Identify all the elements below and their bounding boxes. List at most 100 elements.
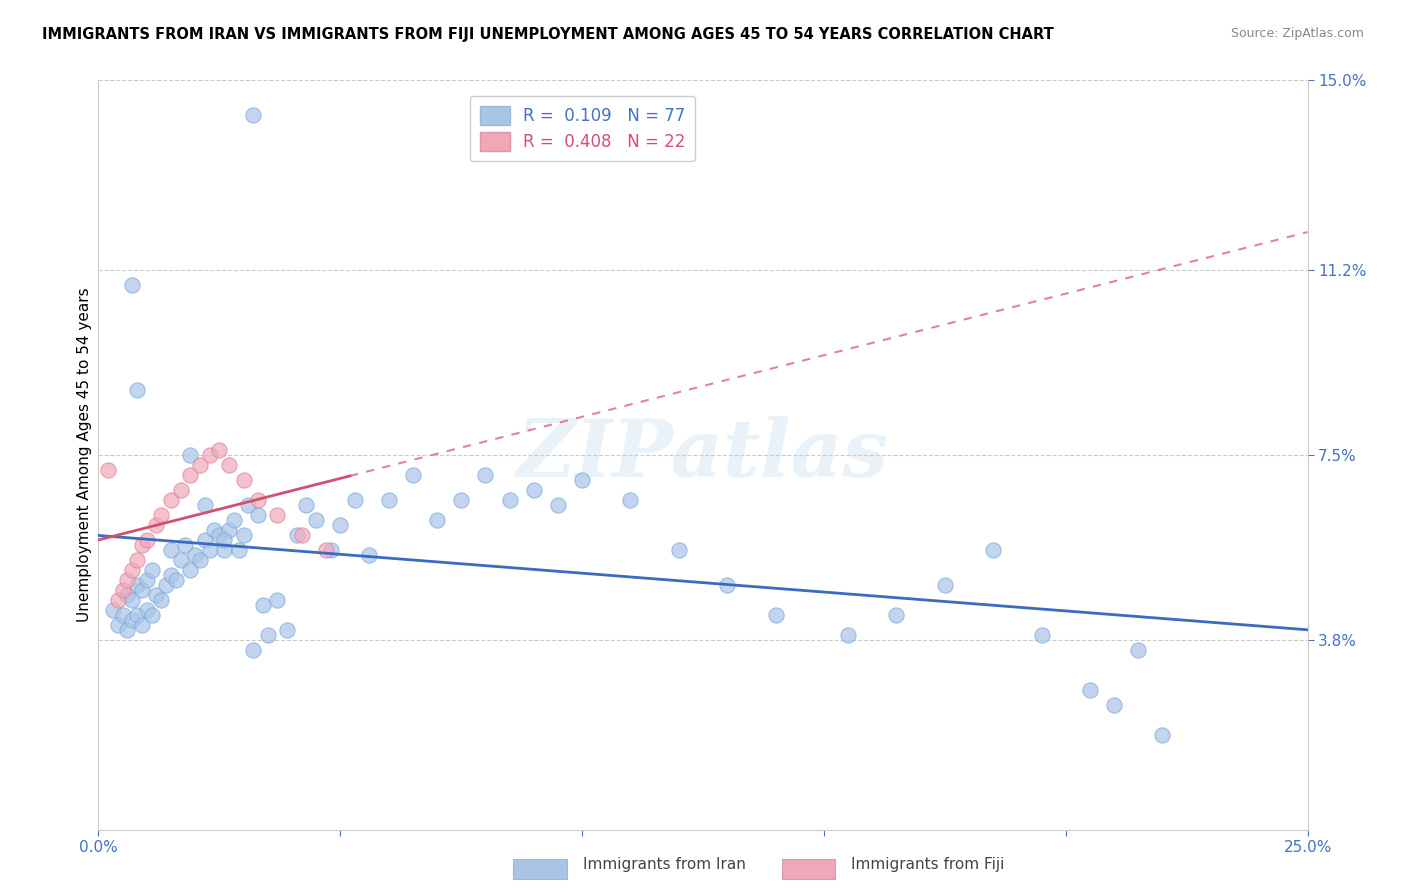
Point (131, 582, 153, 597)
Point (1031, 628, 1053, 642)
Text: IMMIGRANTS FROM IRAN VS IMMIGRANTS FROM FIJI UNEMPLOYMENT AMONG AGES 45 TO 54 YE: IMMIGRANTS FROM IRAN VS IMMIGRANTS FROM … (42, 27, 1054, 42)
Point (242, 108, 264, 122)
Point (402, 467, 425, 482)
Legend: R =  0.109   N = 77, R =  0.408   N = 22: R = 0.109 N = 77, R = 0.408 N = 22 (470, 96, 695, 161)
Point (169, 553, 191, 567)
Point (131, 538, 153, 552)
Point (228, 542, 250, 557)
Point (285, 528, 308, 542)
Text: Immigrants from Fiji: Immigrants from Fiji (851, 857, 1004, 872)
Point (247, 508, 270, 522)
Point (523, 483, 546, 497)
Point (319, 542, 342, 557)
Point (1128, 642, 1150, 657)
Point (169, 483, 191, 497)
Point (179, 563, 201, 577)
Point (97, 463, 120, 477)
Point (160, 492, 183, 507)
Point (238, 498, 260, 512)
Point (127, 607, 149, 622)
Point (179, 448, 201, 462)
Point (135, 533, 157, 547)
Point (619, 492, 641, 507)
Point (343, 492, 366, 507)
Point (886, 607, 908, 622)
Point (160, 542, 183, 557)
Point (165, 573, 187, 587)
Point (135, 573, 157, 587)
Point (188, 553, 211, 567)
Point (295, 498, 318, 512)
Point (1078, 682, 1101, 697)
Y-axis label: Unemployment Among Ages 45 to 54 years: Unemployment Among Ages 45 to 54 years (77, 287, 91, 623)
Point (160, 567, 183, 582)
Point (127, 553, 149, 567)
Point (155, 578, 177, 592)
Point (232, 528, 254, 542)
Point (765, 607, 787, 622)
Point (218, 458, 240, 472)
Point (252, 598, 274, 612)
Point (145, 588, 167, 602)
Point (208, 442, 231, 457)
Point (212, 533, 235, 547)
Point (242, 642, 264, 657)
Point (571, 473, 593, 487)
Point (716, 578, 738, 592)
Point (121, 563, 143, 577)
Point (547, 498, 569, 512)
Point (127, 578, 149, 592)
Point (315, 542, 337, 557)
Point (837, 628, 859, 642)
Point (377, 492, 399, 507)
Point (276, 623, 298, 637)
Point (474, 467, 496, 482)
Point (198, 448, 221, 462)
Point (117, 623, 139, 637)
Point (212, 542, 235, 557)
Point (450, 492, 472, 507)
Point (256, 628, 278, 642)
Point (107, 617, 129, 632)
Point (141, 607, 163, 622)
Point (111, 582, 134, 597)
Point (184, 548, 207, 562)
Point (121, 592, 143, 607)
Point (266, 508, 288, 522)
Point (290, 528, 312, 542)
Point (247, 492, 270, 507)
Point (222, 513, 245, 527)
Point (1152, 728, 1174, 742)
Point (117, 588, 139, 602)
Point (150, 508, 173, 522)
Point (135, 603, 157, 617)
Text: Immigrants from Iran: Immigrants from Iran (583, 857, 747, 872)
Point (1102, 698, 1125, 712)
Point (359, 548, 381, 562)
Text: Source: ZipAtlas.com: Source: ZipAtlas.com (1230, 27, 1364, 40)
Point (131, 617, 153, 632)
Point (204, 523, 226, 537)
Point (305, 513, 328, 527)
Point (208, 528, 231, 542)
Point (194, 498, 217, 512)
Point (426, 513, 449, 527)
Point (329, 517, 352, 532)
Point (127, 383, 149, 397)
Point (145, 517, 167, 532)
Point (218, 523, 240, 537)
Point (150, 592, 173, 607)
Point (934, 578, 956, 592)
Point (232, 473, 254, 487)
Point (121, 278, 143, 293)
Point (198, 542, 221, 557)
Point (174, 538, 197, 552)
Point (194, 533, 217, 547)
Point (498, 492, 520, 507)
Text: ZIPatlas: ZIPatlas (517, 417, 889, 493)
Point (121, 613, 143, 627)
Point (117, 573, 139, 587)
Point (188, 458, 211, 472)
Point (981, 542, 1004, 557)
Point (266, 592, 288, 607)
